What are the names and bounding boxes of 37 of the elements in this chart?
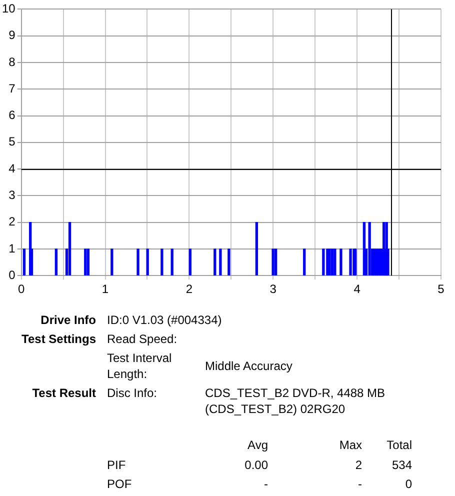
y-tick-label: 10 bbox=[2, 2, 16, 16]
text: Avg bbox=[246, 437, 268, 453]
text: Max bbox=[338, 437, 362, 453]
text: POF bbox=[107, 476, 133, 492]
y-tick-label: 9 bbox=[8, 28, 16, 42]
x-tick-label: 2 bbox=[186, 282, 193, 296]
text: Test Interval Length: bbox=[107, 350, 173, 382]
text: Test Settings bbox=[20, 331, 96, 347]
text: Middle Accuracy bbox=[205, 358, 294, 374]
x-tick-label: 5 bbox=[438, 282, 445, 296]
y-tick-label: 7 bbox=[8, 81, 16, 96]
text: 0.00 bbox=[244, 457, 268, 473]
x-tick-label: 4 bbox=[354, 282, 361, 296]
text: 2 bbox=[354, 457, 362, 473]
text: Disc Info: bbox=[107, 385, 158, 401]
text: Drive Info bbox=[40, 312, 96, 328]
text: - bbox=[357, 476, 362, 492]
text: CDS_TEST_B2 DVD-R, 4488 MB (CDS_TEST_B2) 02RG20 bbox=[205, 385, 386, 417]
y-tick-label: 3 bbox=[8, 188, 16, 202]
x-tick-label: 1 bbox=[102, 282, 109, 296]
y-tick-label: 5 bbox=[8, 134, 16, 149]
text: 0 bbox=[404, 476, 412, 492]
text: Test Result bbox=[31, 385, 96, 401]
text: PIF bbox=[107, 457, 127, 473]
y-tick-label: 6 bbox=[8, 108, 16, 122]
x-tick-label: 3 bbox=[270, 282, 277, 296]
text: Total bbox=[386, 437, 412, 453]
y-tick-label: 0 bbox=[8, 268, 16, 282]
y-tick-label: 1 bbox=[8, 241, 16, 256]
text: Read Speed: bbox=[107, 331, 178, 347]
text: ID:0 V1.03 (#004334) bbox=[107, 312, 223, 328]
y-tick-label: 8 bbox=[8, 54, 16, 69]
y-tick-label: 4 bbox=[8, 161, 16, 176]
text: 534 bbox=[390, 457, 412, 473]
x-tick-label: 0 bbox=[18, 282, 26, 296]
y-tick-label: 2 bbox=[8, 214, 16, 229]
text: - bbox=[263, 476, 268, 492]
